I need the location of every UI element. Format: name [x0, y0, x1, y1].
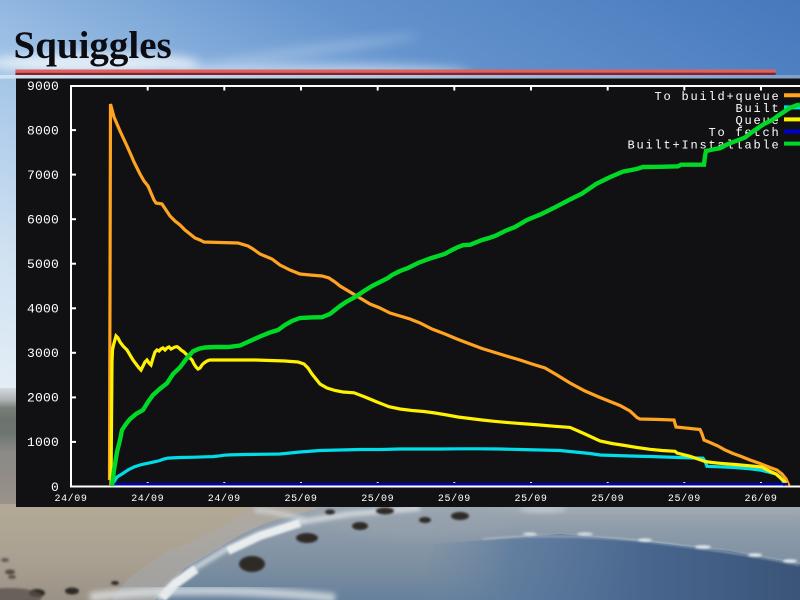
svg-text:25/09: 25/09	[284, 493, 317, 505]
svg-text:Built: Built	[735, 102, 780, 116]
svg-text:Squiggles: Squiggles	[14, 24, 172, 67]
svg-text:5000: 5000	[27, 257, 59, 272]
svg-text:9000: 9000	[27, 79, 59, 94]
svg-text:Built+Installable: Built+Installable	[627, 138, 780, 152]
svg-text:25/09: 25/09	[514, 493, 547, 505]
svg-text:6000: 6000	[27, 212, 59, 227]
svg-text:2000: 2000	[27, 391, 59, 406]
svg-text:25/09: 25/09	[591, 493, 624, 505]
svg-text:3000: 3000	[27, 346, 59, 361]
svg-text:25/09: 25/09	[438, 493, 471, 505]
svg-text:4000: 4000	[27, 302, 59, 317]
svg-text:7000: 7000	[27, 168, 59, 183]
svg-text:26/09: 26/09	[744, 493, 777, 505]
svg-text:25/09: 25/09	[668, 493, 701, 505]
svg-text:8000: 8000	[27, 123, 59, 138]
svg-text:1000: 1000	[27, 435, 59, 450]
svg-text:Queue: Queue	[735, 114, 780, 128]
svg-text:24/09: 24/09	[54, 493, 87, 505]
svg-text:To fetch: To fetch	[708, 126, 780, 140]
svg-text:0: 0	[51, 480, 59, 495]
svg-text:24/09: 24/09	[131, 493, 164, 505]
svg-text:25/09: 25/09	[361, 493, 394, 505]
svg-text:24/09: 24/09	[208, 493, 241, 505]
svg-text:To build+queue: To build+queue	[654, 90, 780, 104]
